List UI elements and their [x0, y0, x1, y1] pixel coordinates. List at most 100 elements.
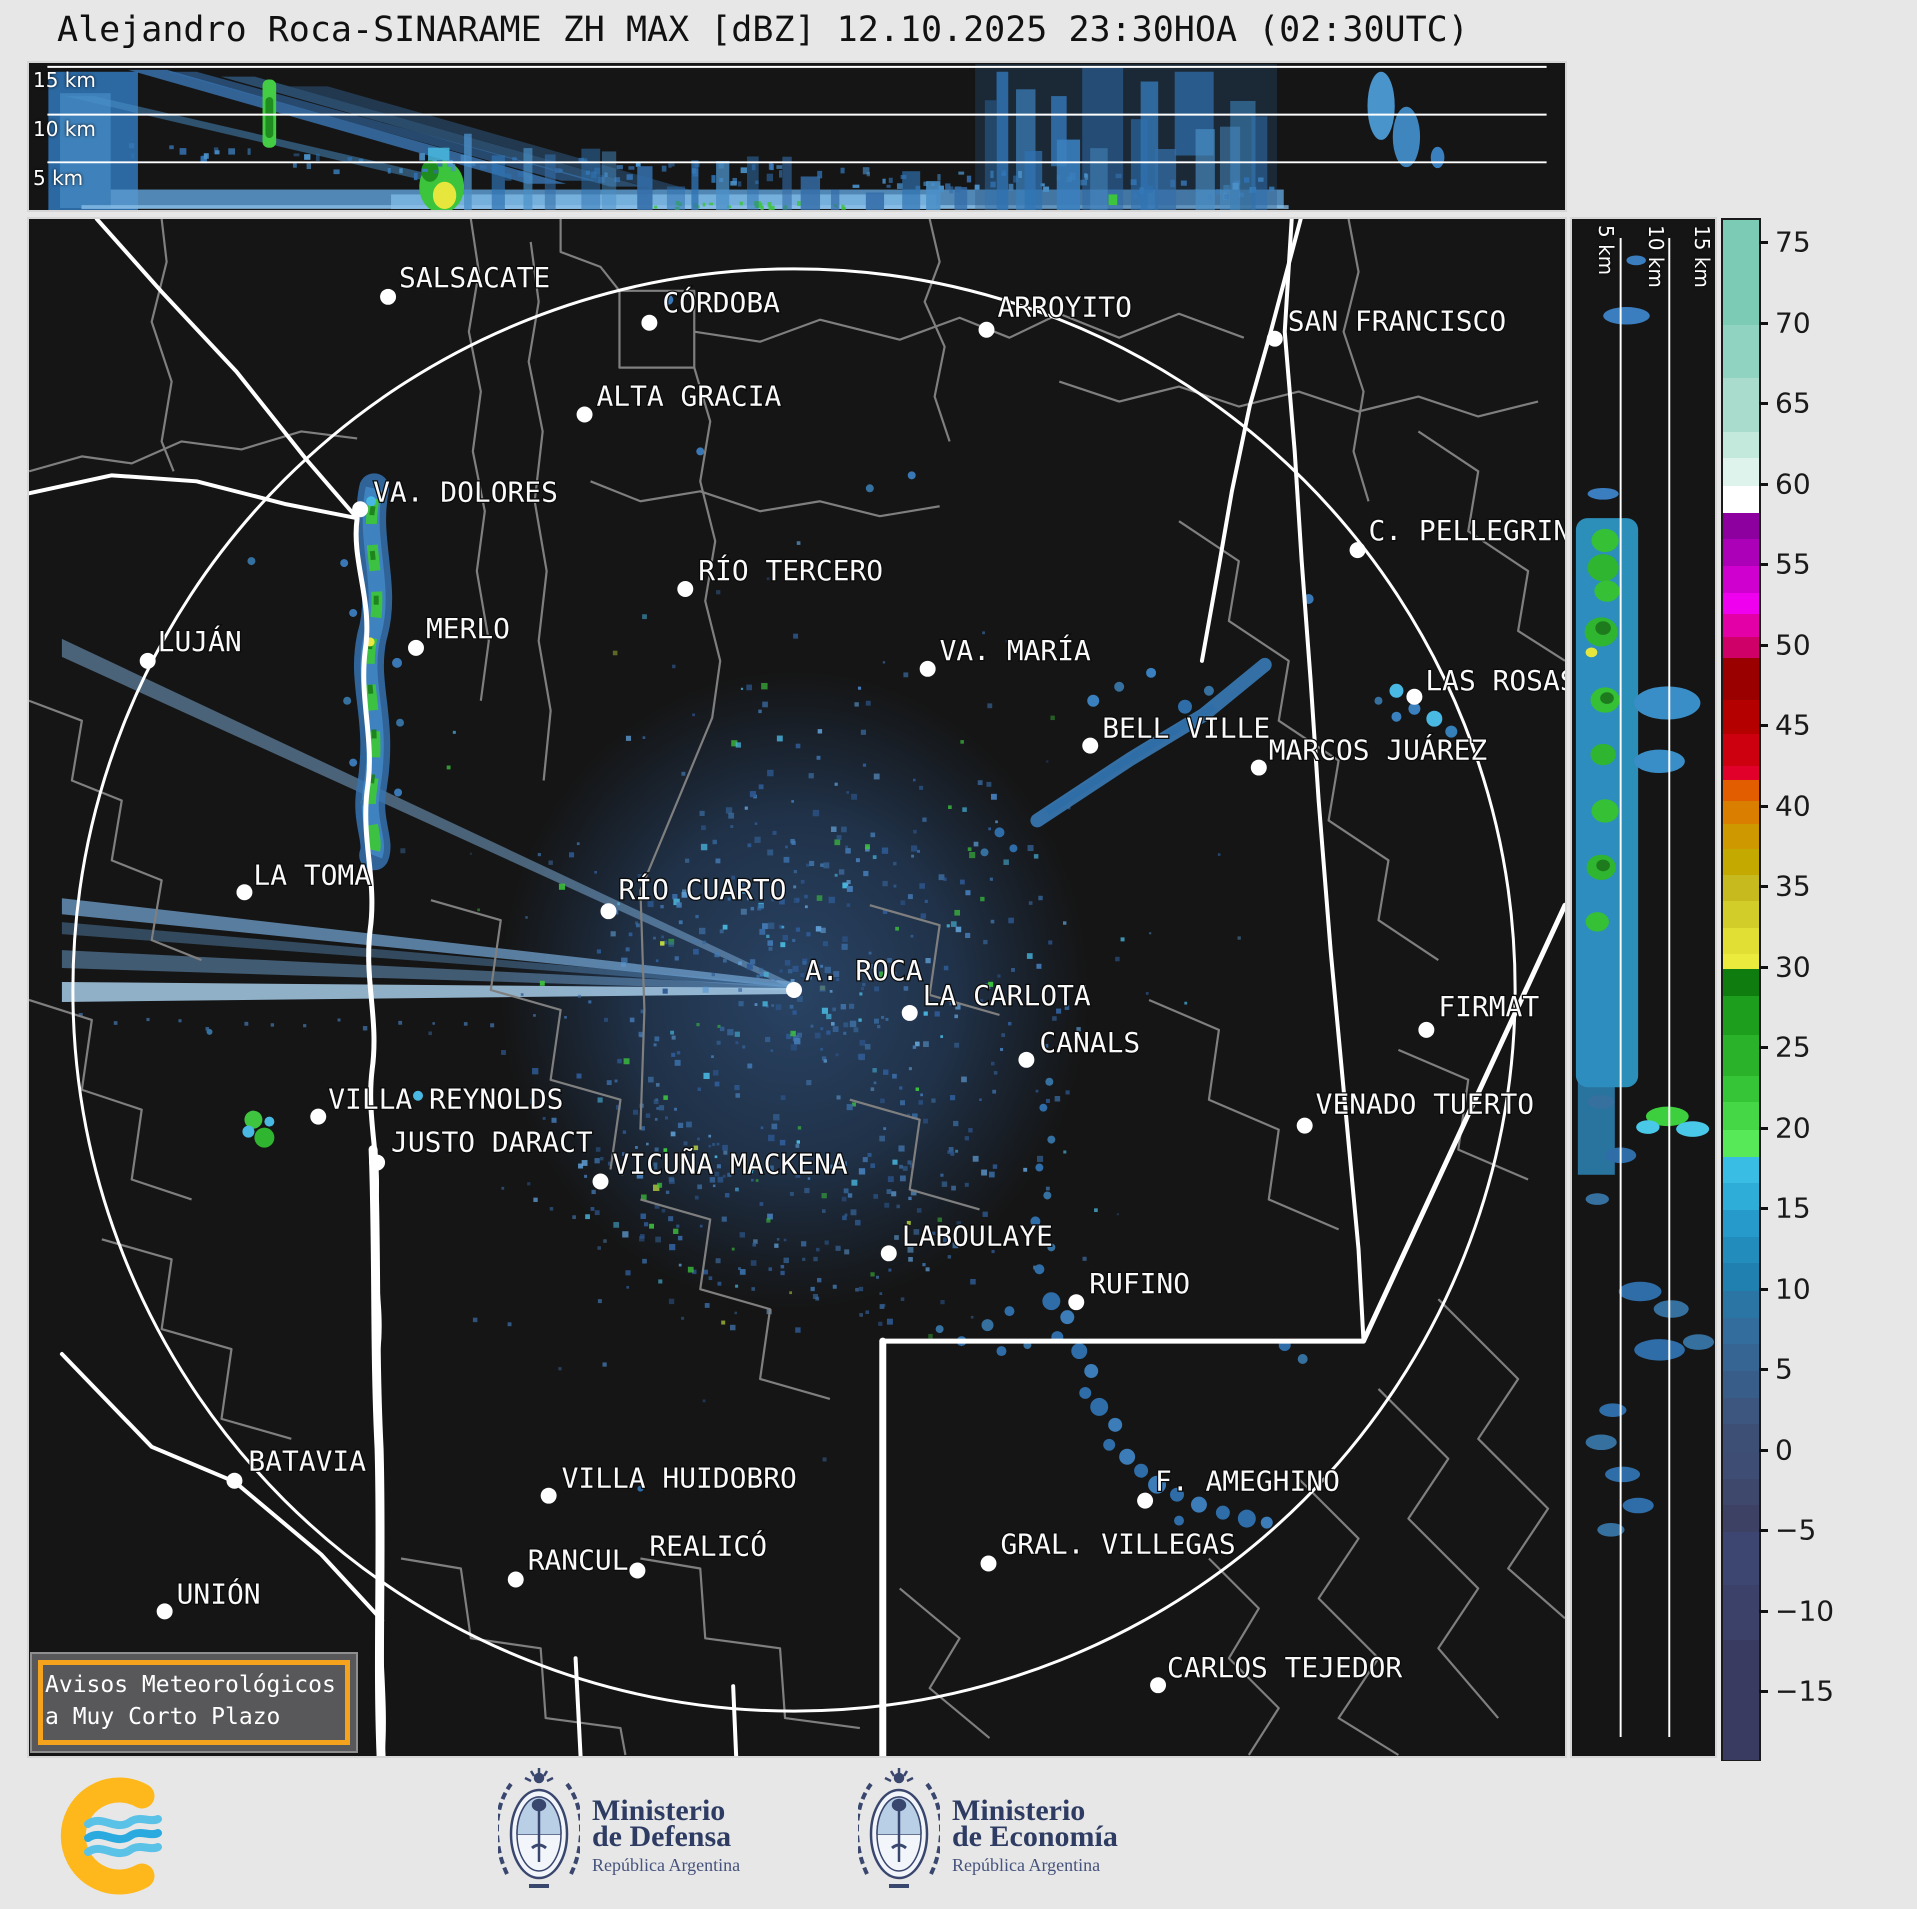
- dbz-colorbar: [1721, 218, 1761, 1761]
- colorbar-tick: [1759, 724, 1768, 728]
- colorbar-segment: [1723, 657, 1759, 701]
- city-label: VA. MARÍA: [940, 633, 1091, 667]
- top-profile-plot: [47, 63, 1547, 210]
- colorbar-tick: [1759, 804, 1768, 808]
- city-label: C. PELLEGRINI: [1369, 514, 1565, 547]
- colorbar-tick: [1759, 1126, 1768, 1130]
- city-dot: [1018, 1051, 1035, 1068]
- colorbar-segment: [1723, 1102, 1759, 1131]
- colorbar-segment: [1723, 1371, 1759, 1400]
- radar-range-circle: [71, 267, 1517, 1713]
- city-dot: [1137, 1492, 1154, 1509]
- city-dot: [1266, 330, 1283, 347]
- colorbar-tick: [1759, 402, 1768, 406]
- department-borders: [29, 219, 1565, 1756]
- city-label: LABOULAYE: [902, 1219, 1053, 1252]
- smn-logo-icon: [60, 1777, 162, 1895]
- ministry-economia-line1: Ministerio: [952, 1794, 1086, 1827]
- city-label: VA. DOLORES: [373, 475, 558, 508]
- colorbar-tick-label: 75: [1775, 225, 1811, 259]
- ministry-economia: Ministerio de Economía República Argenti…: [952, 1794, 1118, 1876]
- city-dot: [1068, 1294, 1085, 1311]
- city-label: RANCUL: [528, 1543, 629, 1576]
- colorbar-segment: [1723, 823, 1759, 851]
- city-label: VICUÑA MACKENA: [612, 1147, 847, 1181]
- city-label: REALICÓ: [649, 1529, 767, 1563]
- city-dot: [380, 288, 397, 305]
- colorbar-tick: [1759, 1689, 1768, 1693]
- dbz-colorbar-labels: 75 70 65 60 55 50 45 40 35 30 25 20 15 10 5 0 −5 −10 −15: [1721, 218, 1881, 1757]
- city-label: ARROYITO: [997, 291, 1131, 324]
- city-dot: [139, 652, 156, 669]
- city-dot: [880, 1245, 897, 1262]
- side-altitude-profile-panel: 5 km 10 km 15 km: [1570, 217, 1717, 1758]
- colorbar-segment: [1723, 875, 1759, 902]
- city-dot: [226, 1472, 243, 1489]
- city-label: VILLA HUIDOBRO: [562, 1462, 797, 1495]
- city-dot: [576, 406, 593, 423]
- city-dot: [156, 1603, 173, 1620]
- city-dot: [901, 1004, 918, 1021]
- city-dot: [1406, 688, 1423, 705]
- city-label: FIRMAT: [1438, 990, 1539, 1023]
- colorbar-segment: [1723, 1290, 1759, 1319]
- colorbar-tick: [1759, 965, 1768, 969]
- city-label: RÍO TERCERO: [698, 553, 883, 587]
- ministry-defensa-line1: Ministerio: [592, 1794, 726, 1827]
- top-profile-label-15km: 15 km: [33, 68, 96, 92]
- colorbar-tick: [1759, 241, 1768, 245]
- colorbar-tick: [1759, 885, 1768, 889]
- colorbar-tick: [1759, 1529, 1768, 1532]
- colorbar-segment: [1723, 614, 1759, 638]
- colorbar-segment: [1723, 1343, 1759, 1372]
- colorbar-segment: [1723, 1034, 1759, 1078]
- colorbar-tick-label: 45: [1775, 708, 1811, 742]
- colorbar-tick-label: 30: [1775, 950, 1811, 984]
- warning-notice-border: [38, 1660, 350, 1745]
- side-profile-label-10km: 10 km: [1644, 225, 1668, 288]
- side-profile-label-5km: 5 km: [1594, 225, 1618, 276]
- side-profile-label-15km: 15 km: [1690, 225, 1714, 288]
- city-dot: [236, 884, 253, 901]
- city-dot: [677, 581, 694, 598]
- city-label: MARCOS JUÁREZ: [1269, 733, 1487, 767]
- colorbar-segment: [1723, 1585, 1759, 1641]
- ministry-economia-line2: de Economía: [952, 1820, 1118, 1853]
- side-profile-altitude-gridlines: [1619, 237, 1671, 1738]
- city-label: SALSACATE: [399, 261, 550, 294]
- ministry-defensa: Ministerio de Defensa República Argentin…: [592, 1794, 740, 1876]
- colorbar-segment: [1723, 849, 1759, 876]
- city-dot: [1150, 1677, 1167, 1694]
- colorbar-segment: [1723, 1237, 1759, 1264]
- colorbar-tick-label: 65: [1775, 386, 1811, 420]
- colorbar-tick: [1759, 1448, 1768, 1452]
- colorbar-tick-label: 20: [1775, 1111, 1811, 1145]
- colorbar-tick-label: 60: [1775, 467, 1811, 501]
- colorbar-segment: [1723, 432, 1759, 459]
- colorbar-segment: [1723, 485, 1759, 514]
- city-dot: [408, 639, 424, 656]
- side-profile-echoes: [1575, 255, 1715, 1537]
- northeast-echo-band: [980, 657, 1458, 857]
- city-dot: [1296, 1117, 1313, 1134]
- colorbar-segment: [1723, 995, 1759, 1036]
- colorbar-tick: [1759, 482, 1768, 486]
- city-label: MERLO: [426, 612, 510, 645]
- ministry-defensa-line2: de Defensa: [592, 1820, 732, 1853]
- warning-notice-box[interactable]: Avisos Meteorológicos a Muy Corto Plazo: [30, 1652, 358, 1753]
- city-dot: [1082, 737, 1099, 754]
- city-dot: [507, 1571, 524, 1588]
- colorbar-tick-label: −5: [1775, 1513, 1817, 1547]
- city-dot: [980, 1555, 997, 1572]
- city-dot: [1250, 759, 1267, 776]
- colorbar-segment: [1723, 780, 1759, 802]
- colorbar-tick-label: 15: [1775, 1191, 1811, 1225]
- city-dot: [978, 321, 995, 338]
- city-label: BATAVIA: [248, 1445, 366, 1478]
- city-dot: [592, 1173, 609, 1190]
- colorbar-segment: [1723, 1182, 1759, 1211]
- warning-notice-line1: Avisos Meteorológicos: [45, 1672, 336, 1698]
- city-label: F. AMEGHINO: [1155, 1465, 1340, 1498]
- colorbar-segment: [1723, 1317, 1759, 1345]
- colorbar-segment: [1723, 968, 1759, 997]
